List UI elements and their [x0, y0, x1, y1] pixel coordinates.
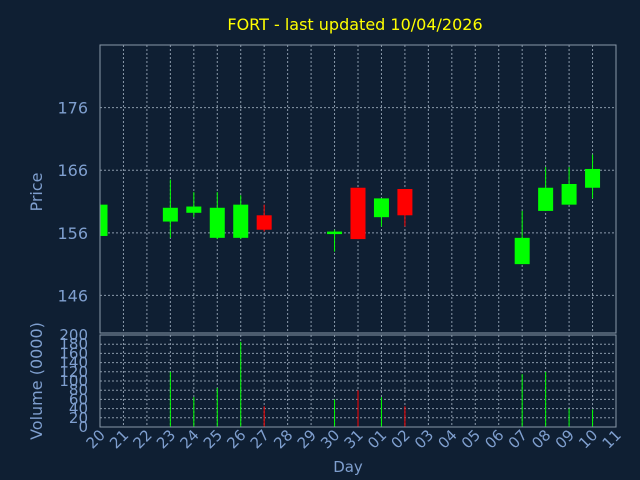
price-tick-labels: 146 156 166 176	[57, 99, 88, 306]
day-tick-label: 23	[153, 426, 179, 452]
candle-down	[256, 215, 272, 230]
chart-title: FORT - last updated 10/04/2026	[227, 15, 482, 34]
day-tick-label: 11	[599, 426, 625, 452]
price-plot-frame	[99, 44, 617, 334]
day-tick-label: 03	[411, 426, 437, 452]
day-tick-label: 01	[364, 426, 390, 452]
volume-tick-label: 40	[69, 400, 88, 418]
volume-tick-label: 160	[59, 344, 88, 362]
candle-up	[327, 231, 343, 235]
candle-up	[209, 207, 225, 238]
candle-down	[350, 187, 366, 240]
price-axis-label: Price	[27, 172, 46, 211]
day-tick-labels: 2021222324252627282930310102030405060708…	[83, 426, 625, 452]
day-tick-label: 25	[200, 426, 226, 452]
day-tick-label: 10	[575, 426, 601, 452]
volume-tick-label: 60	[69, 390, 88, 408]
day-tick-label: 31	[341, 426, 367, 452]
volume-tick-label: 80	[69, 381, 88, 399]
day-tick-label: 09	[552, 426, 578, 452]
volume-tick-label: 120	[59, 363, 88, 381]
day-tick-label: 30	[317, 426, 343, 452]
plot-frames	[99, 44, 617, 428]
day-tick-label: 26	[223, 426, 249, 452]
candle-up	[233, 204, 249, 238]
day-tick-label: 28	[270, 426, 296, 452]
day-tick-label: 05	[458, 426, 484, 452]
day-tick-label: 02	[388, 426, 414, 452]
candle-up	[561, 183, 577, 205]
day-tick-label: 27	[247, 426, 273, 452]
x-axis-label: Day	[333, 458, 363, 476]
volume-tick-label: 0	[78, 418, 88, 436]
day-tick-label: 24	[176, 426, 202, 452]
day-tick-label: 04	[434, 426, 460, 452]
day-tick-label: 06	[481, 426, 507, 452]
candle-up	[538, 187, 554, 211]
candle-up	[373, 198, 389, 218]
candle-up	[100, 204, 108, 236]
volume-series	[169, 341, 594, 427]
candle-up	[514, 237, 530, 265]
candle-up	[162, 207, 178, 222]
volume-axis-label: Volume (0000)	[27, 322, 46, 440]
day-tick-label: 22	[130, 426, 156, 452]
volume-tick-label: 180	[59, 335, 88, 353]
volume-plot-frame	[99, 334, 617, 428]
candlestick-series	[99, 154, 601, 265]
day-tick-label: 29	[294, 426, 320, 452]
volume-tick-label: 200	[59, 326, 88, 344]
price-tick-label: 146	[57, 286, 88, 305]
price-tick-label: 176	[57, 99, 88, 118]
price-tick-label: 156	[57, 224, 88, 243]
day-tick-label: 21	[106, 426, 132, 452]
volume-tick-label: 100	[59, 372, 88, 390]
volume-tick-label: 20	[69, 409, 88, 427]
day-tick-label: 07	[505, 426, 531, 452]
day-tick-label: 08	[528, 426, 554, 452]
price-tick-label: 166	[57, 161, 88, 180]
candle-down	[397, 189, 413, 216]
volume-tick-label: 140	[59, 354, 88, 372]
candle-up	[186, 206, 202, 213]
candle-up	[585, 168, 601, 188]
